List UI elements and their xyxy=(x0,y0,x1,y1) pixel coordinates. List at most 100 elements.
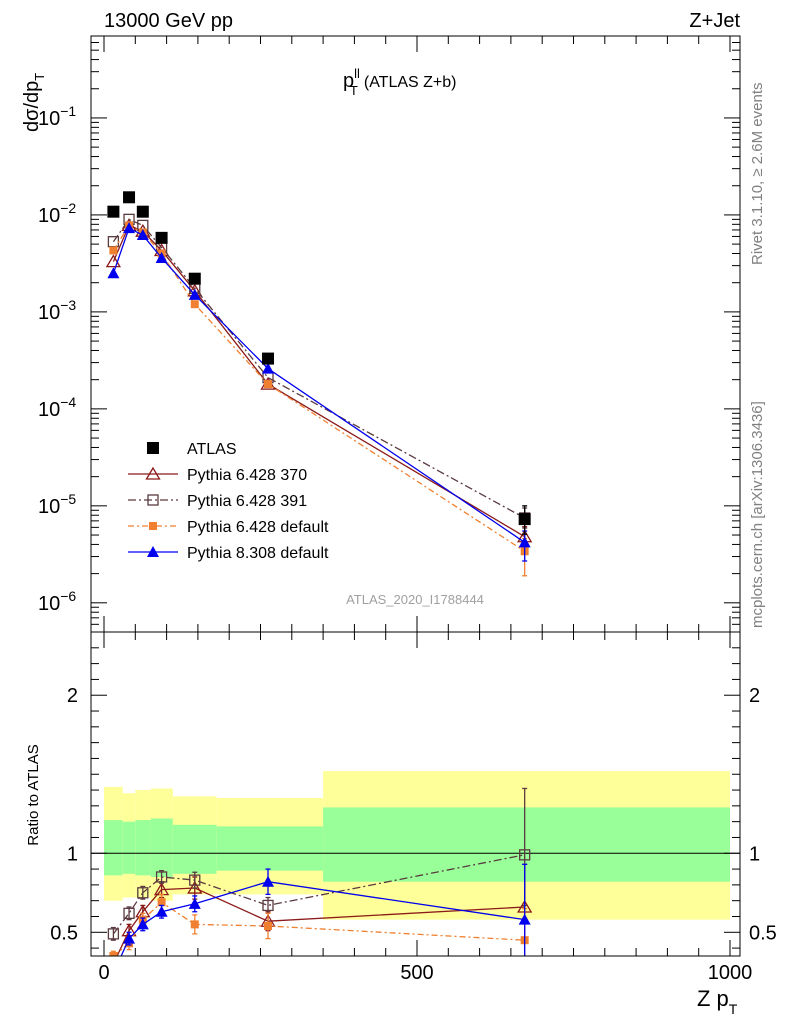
legend-item-pythia-6-428-391: Pythia 6.428 391 xyxy=(128,493,307,510)
legend: ATLAS Pythia 6.428 370 Pythia 6.428 391 Pyt… xyxy=(128,441,329,562)
main-point xyxy=(262,352,275,365)
main-frame xyxy=(90,35,741,633)
ratio-point xyxy=(188,897,201,909)
ratio-point xyxy=(264,921,273,930)
main-plot-area xyxy=(105,191,533,577)
main-point xyxy=(136,205,149,218)
ratio-ylabel: Ratio to ATLAS xyxy=(25,744,42,845)
ratio-band-inner xyxy=(216,826,324,871)
legend-marker xyxy=(149,522,157,530)
main-series-atlas xyxy=(107,191,531,535)
ratio-point xyxy=(137,887,149,899)
ratio-point xyxy=(187,880,203,894)
main-y-tick-label: 10−4 xyxy=(38,394,76,421)
ratio-y-tick-label-right: 1 xyxy=(749,843,760,865)
tick-mantissa: 10 xyxy=(38,302,60,324)
ratio-band-inner xyxy=(150,818,173,877)
tick-mantissa: 10 xyxy=(38,108,60,130)
main-series-pythia-6-428-391 xyxy=(107,213,531,529)
main-point xyxy=(107,267,120,279)
ratio-point xyxy=(136,918,149,930)
main-ylabel-main: dσ/dp xyxy=(21,81,43,132)
legend-marker xyxy=(147,494,159,506)
ratio-band-inner xyxy=(122,821,136,874)
main-point xyxy=(264,380,273,389)
main-point xyxy=(190,300,199,309)
main-point xyxy=(123,191,136,204)
legend-label: Pythia 6.428 default xyxy=(187,519,329,536)
ratio-point xyxy=(519,849,531,861)
ratio-y-tick-label: 0.5 xyxy=(50,922,78,944)
main-ylabel-sub: T xyxy=(32,73,47,81)
legend-marker xyxy=(147,442,159,454)
main-point xyxy=(518,513,531,526)
tick-mantissa: 10 xyxy=(38,205,60,227)
ratio-point xyxy=(123,932,136,944)
tick-mantissa: 10 xyxy=(38,593,60,615)
main-title-p: p xyxy=(343,70,354,92)
ratio-band-inner xyxy=(172,824,217,874)
ratio-point xyxy=(262,899,274,912)
main-point xyxy=(107,205,120,218)
tick-exponent: −1 xyxy=(60,103,76,119)
ratio-uncertainty-bands xyxy=(91,771,740,920)
x-axis-label-main: Z p xyxy=(697,986,729,1011)
x-axis-label-sub: T xyxy=(729,1001,738,1017)
main-line-pythia-8-308-default xyxy=(112,227,526,543)
ratio-point xyxy=(123,907,135,919)
analysis-watermark: ATLAS_2020_I1788444 xyxy=(346,592,484,607)
x-tick-label: 500 xyxy=(400,962,433,984)
tick-exponent: −4 xyxy=(60,394,76,410)
main-point xyxy=(136,229,149,241)
mcplots-label: mcplots.cern.ch [arXiv:1306.3436] xyxy=(749,401,766,628)
ratio-band-inner xyxy=(135,820,151,876)
main-title: pll T (ATLAS Z+b) xyxy=(343,66,456,98)
main-title-rest: (ATLAS Z+b) xyxy=(364,74,457,91)
main-point xyxy=(262,362,275,374)
main-line-pythia-6-428-391 xyxy=(112,218,526,519)
ratio-series-pythia-8-308-default xyxy=(120,863,531,956)
x-axis-label: Z pT xyxy=(697,986,738,1017)
legend-label: ATLAS xyxy=(187,441,237,458)
tick-exponent: −6 xyxy=(60,588,76,604)
ratio-frame xyxy=(90,631,741,957)
main-line-pythia-6-428-default xyxy=(112,224,526,552)
ratio-point xyxy=(155,871,168,883)
ratio-band-inner xyxy=(323,807,730,882)
main-point xyxy=(155,251,168,263)
ratio-axes: 0.5 0.5 1 1 2 2 0 500 1000 xyxy=(50,631,777,984)
ratio-band-inner xyxy=(104,820,123,876)
tick-exponent: −5 xyxy=(60,491,76,507)
main-point xyxy=(109,246,118,255)
legend-label: Pythia 6.428 391 xyxy=(187,493,307,510)
main-y-tick-label: 10−3 xyxy=(38,297,76,324)
tick-mantissa: 10 xyxy=(38,399,60,421)
ratio-point xyxy=(189,874,201,886)
ratio-plot-area xyxy=(107,787,533,956)
main-point xyxy=(188,272,201,285)
main-y-tick-label: 10−1 xyxy=(38,103,76,130)
header-right: Z+Jet xyxy=(689,10,740,32)
legend-item-pythia-6-428-370: Pythia 6.428 370 xyxy=(128,466,307,484)
ratio-point xyxy=(190,920,199,929)
ratio-point xyxy=(262,875,275,887)
main-y-tick-label: 10−5 xyxy=(38,491,76,518)
main-y-tick-label: 10−6 xyxy=(38,588,76,615)
main-axes: 10−610−510−410−310−210−1 xyxy=(38,36,740,633)
legend-item-pythia-6-428-default: Pythia 6.428 default xyxy=(128,519,329,536)
main-y-tick-label: 10−2 xyxy=(38,200,76,227)
header-left: 13000 GeV pp xyxy=(104,10,233,32)
tick-mantissa: 10 xyxy=(38,496,60,518)
rivet-label: Rivet 3.1.10, ≥ 2.6M events xyxy=(749,83,766,266)
ratio-point xyxy=(157,898,166,907)
ratio-y-tick-label-right: 2 xyxy=(749,685,760,707)
tick-exponent: −2 xyxy=(60,200,76,216)
x-tick-label: 1000 xyxy=(708,962,753,984)
ratio-point xyxy=(107,928,120,940)
legend-label: Pythia 6.428 370 xyxy=(187,467,307,484)
legend-marker xyxy=(147,546,159,557)
ratio-point xyxy=(518,913,531,925)
ratio-point xyxy=(155,905,168,917)
legend-item-atlas: ATLAS xyxy=(147,441,237,458)
legend-marker xyxy=(145,466,161,480)
